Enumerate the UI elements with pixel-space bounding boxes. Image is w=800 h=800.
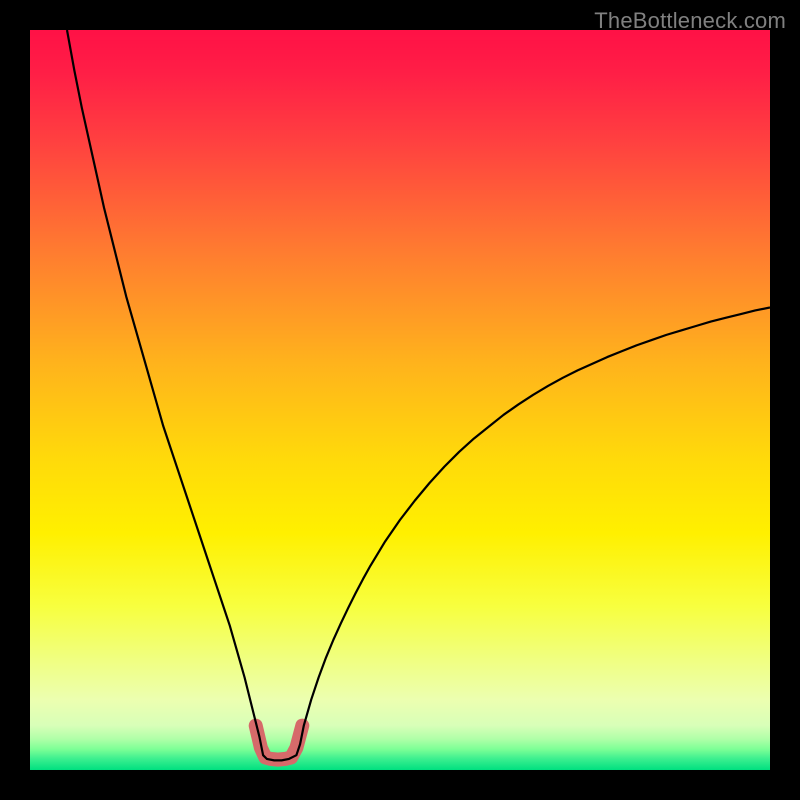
plot-area	[30, 30, 770, 770]
main-curve	[67, 30, 770, 760]
watermark-text: TheBottleneck.com	[594, 8, 786, 34]
curve-layer	[30, 30, 770, 770]
